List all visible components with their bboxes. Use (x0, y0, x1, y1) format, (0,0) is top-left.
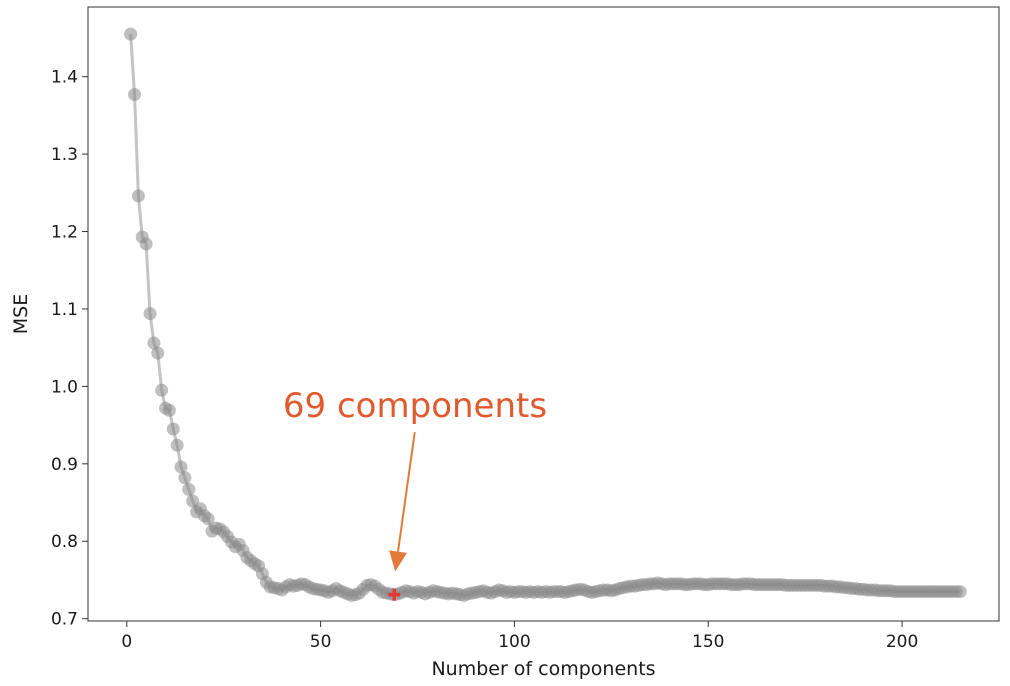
y-tick-label: 1.3 (51, 145, 78, 165)
y-tick-label: 0.9 (51, 455, 78, 475)
y-tick-label: 0.8 (51, 532, 78, 552)
y-tick-label: 1.4 (51, 68, 78, 88)
y-axis-label: MSE (10, 294, 32, 334)
y-tick-label: 0.7 (51, 610, 78, 630)
y-axis-ticks: 0.7 0.8 0.9 1.0 1.1 1.2 1.3 1.4 (51, 68, 88, 630)
y-tick-label: 1.0 (51, 377, 78, 397)
axes: 0 50 100 150 200 0.7 0.8 0.9 1.0 1.1 1.2 1.3 1.4 Nu… (10, 68, 918, 680)
x-axis-label: Number of components (431, 658, 655, 680)
data-point (131, 189, 145, 203)
data-point (174, 460, 188, 474)
data-point (162, 403, 176, 417)
data-point (143, 307, 157, 321)
data-point (182, 482, 196, 496)
x-tick-label: 200 (886, 632, 918, 652)
annotation-arrow-shaft (397, 431, 416, 552)
data-point (201, 512, 215, 526)
data-point (166, 422, 180, 436)
data-point (178, 471, 192, 485)
annotation-text: 69 components (283, 386, 547, 426)
y-tick-label: 1.2 (51, 223, 78, 243)
x-tick-label: 100 (498, 632, 530, 652)
x-axis-ticks: 0 50 100 150 200 (121, 621, 918, 652)
data-point (139, 237, 153, 251)
x-tick-label: 50 (310, 632, 332, 652)
data-point (124, 27, 138, 41)
plot-frame (87, 6, 1000, 622)
data-point (147, 336, 161, 350)
series-line (129, 34, 961, 598)
x-tick-label: 150 (692, 632, 724, 652)
optimal-point-marker (388, 588, 401, 601)
data-point (953, 585, 967, 599)
data-point (155, 383, 169, 397)
annotation: 69 components (283, 386, 547, 572)
data-marks (124, 27, 967, 602)
plot-area (87, 6, 1000, 622)
data-point (128, 87, 142, 101)
y-tick-label: 1.1 (51, 300, 78, 320)
annotation-arrow-head (389, 550, 407, 572)
x-tick-label: 0 (121, 632, 132, 652)
data-point (151, 346, 165, 360)
data-point (170, 438, 184, 452)
